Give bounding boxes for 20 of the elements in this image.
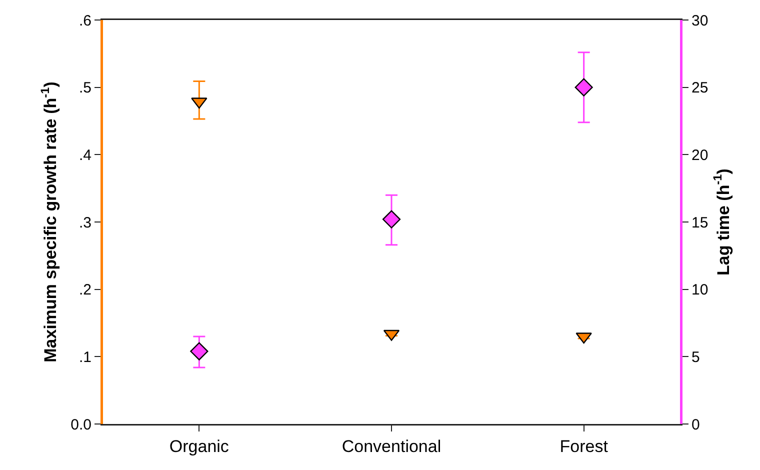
y2-tick-label: 10 xyxy=(692,282,708,299)
y-tick-label: .3 xyxy=(78,214,92,232)
y2-tick-label: 0 xyxy=(692,416,700,434)
y-tick-label: .6 xyxy=(78,12,92,30)
y2-tick-label: 15 xyxy=(692,214,708,232)
y2-tick-label: 20 xyxy=(692,146,708,164)
y-tick-label: .1 xyxy=(78,348,92,366)
y-tick-label: .5 xyxy=(78,80,92,97)
point xyxy=(190,342,208,360)
y-tick-label: 0.0 xyxy=(70,416,92,434)
x-tick-label: Organic xyxy=(169,436,230,456)
y2-tick-label: 5 xyxy=(692,348,700,366)
y-tick-label: .4 xyxy=(78,146,92,164)
point xyxy=(382,210,401,228)
y-tick-label: .2 xyxy=(78,282,92,299)
x-tick-label: Forest xyxy=(560,436,608,456)
y2-tick-label: 30 xyxy=(692,12,708,30)
y2-tick-label: 25 xyxy=(692,80,708,97)
x-tick-label: Conventional xyxy=(342,436,442,456)
point xyxy=(574,78,593,96)
